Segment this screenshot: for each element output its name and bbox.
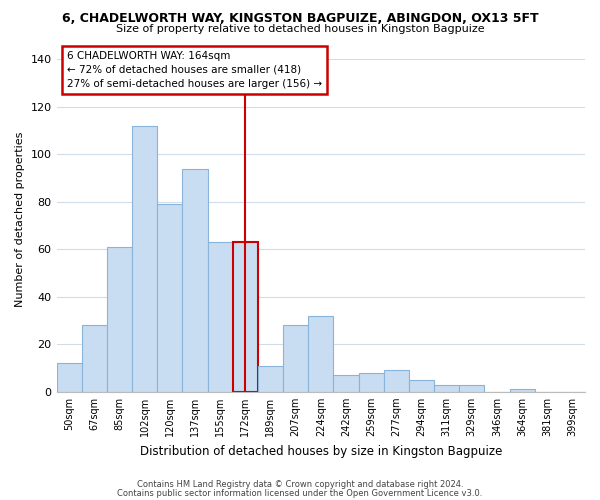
Bar: [56, 364, 82, 392]
Text: Contains public sector information licensed under the Open Government Licence v3: Contains public sector information licen…: [118, 488, 482, 498]
Bar: [308, 316, 334, 392]
Bar: [132, 126, 157, 392]
Bar: [107, 247, 132, 392]
Text: 6 CHADELWORTH WAY: 164sqm
← 72% of detached houses are smaller (418)
27% of semi: 6 CHADELWORTH WAY: 164sqm ← 72% of detac…: [67, 51, 322, 89]
Bar: [182, 168, 208, 392]
Bar: [233, 242, 258, 392]
Bar: [359, 373, 383, 392]
Bar: [283, 326, 308, 392]
Bar: [208, 242, 233, 392]
Text: Size of property relative to detached houses in Kingston Bagpuize: Size of property relative to detached ho…: [116, 24, 484, 34]
Bar: [383, 370, 409, 392]
Y-axis label: Number of detached properties: Number of detached properties: [15, 132, 25, 308]
Bar: [459, 384, 484, 392]
Bar: [409, 380, 434, 392]
Text: 6, CHADELWORTH WAY, KINGSTON BAGPUIZE, ABINGDON, OX13 5FT: 6, CHADELWORTH WAY, KINGSTON BAGPUIZE, A…: [62, 12, 538, 26]
Bar: [434, 384, 459, 392]
Bar: [157, 204, 182, 392]
Bar: [509, 390, 535, 392]
Text: Contains HM Land Registry data © Crown copyright and database right 2024.: Contains HM Land Registry data © Crown c…: [137, 480, 463, 489]
Bar: [258, 366, 283, 392]
Bar: [82, 326, 107, 392]
Bar: [334, 375, 359, 392]
X-axis label: Distribution of detached houses by size in Kingston Bagpuize: Distribution of detached houses by size …: [140, 444, 502, 458]
